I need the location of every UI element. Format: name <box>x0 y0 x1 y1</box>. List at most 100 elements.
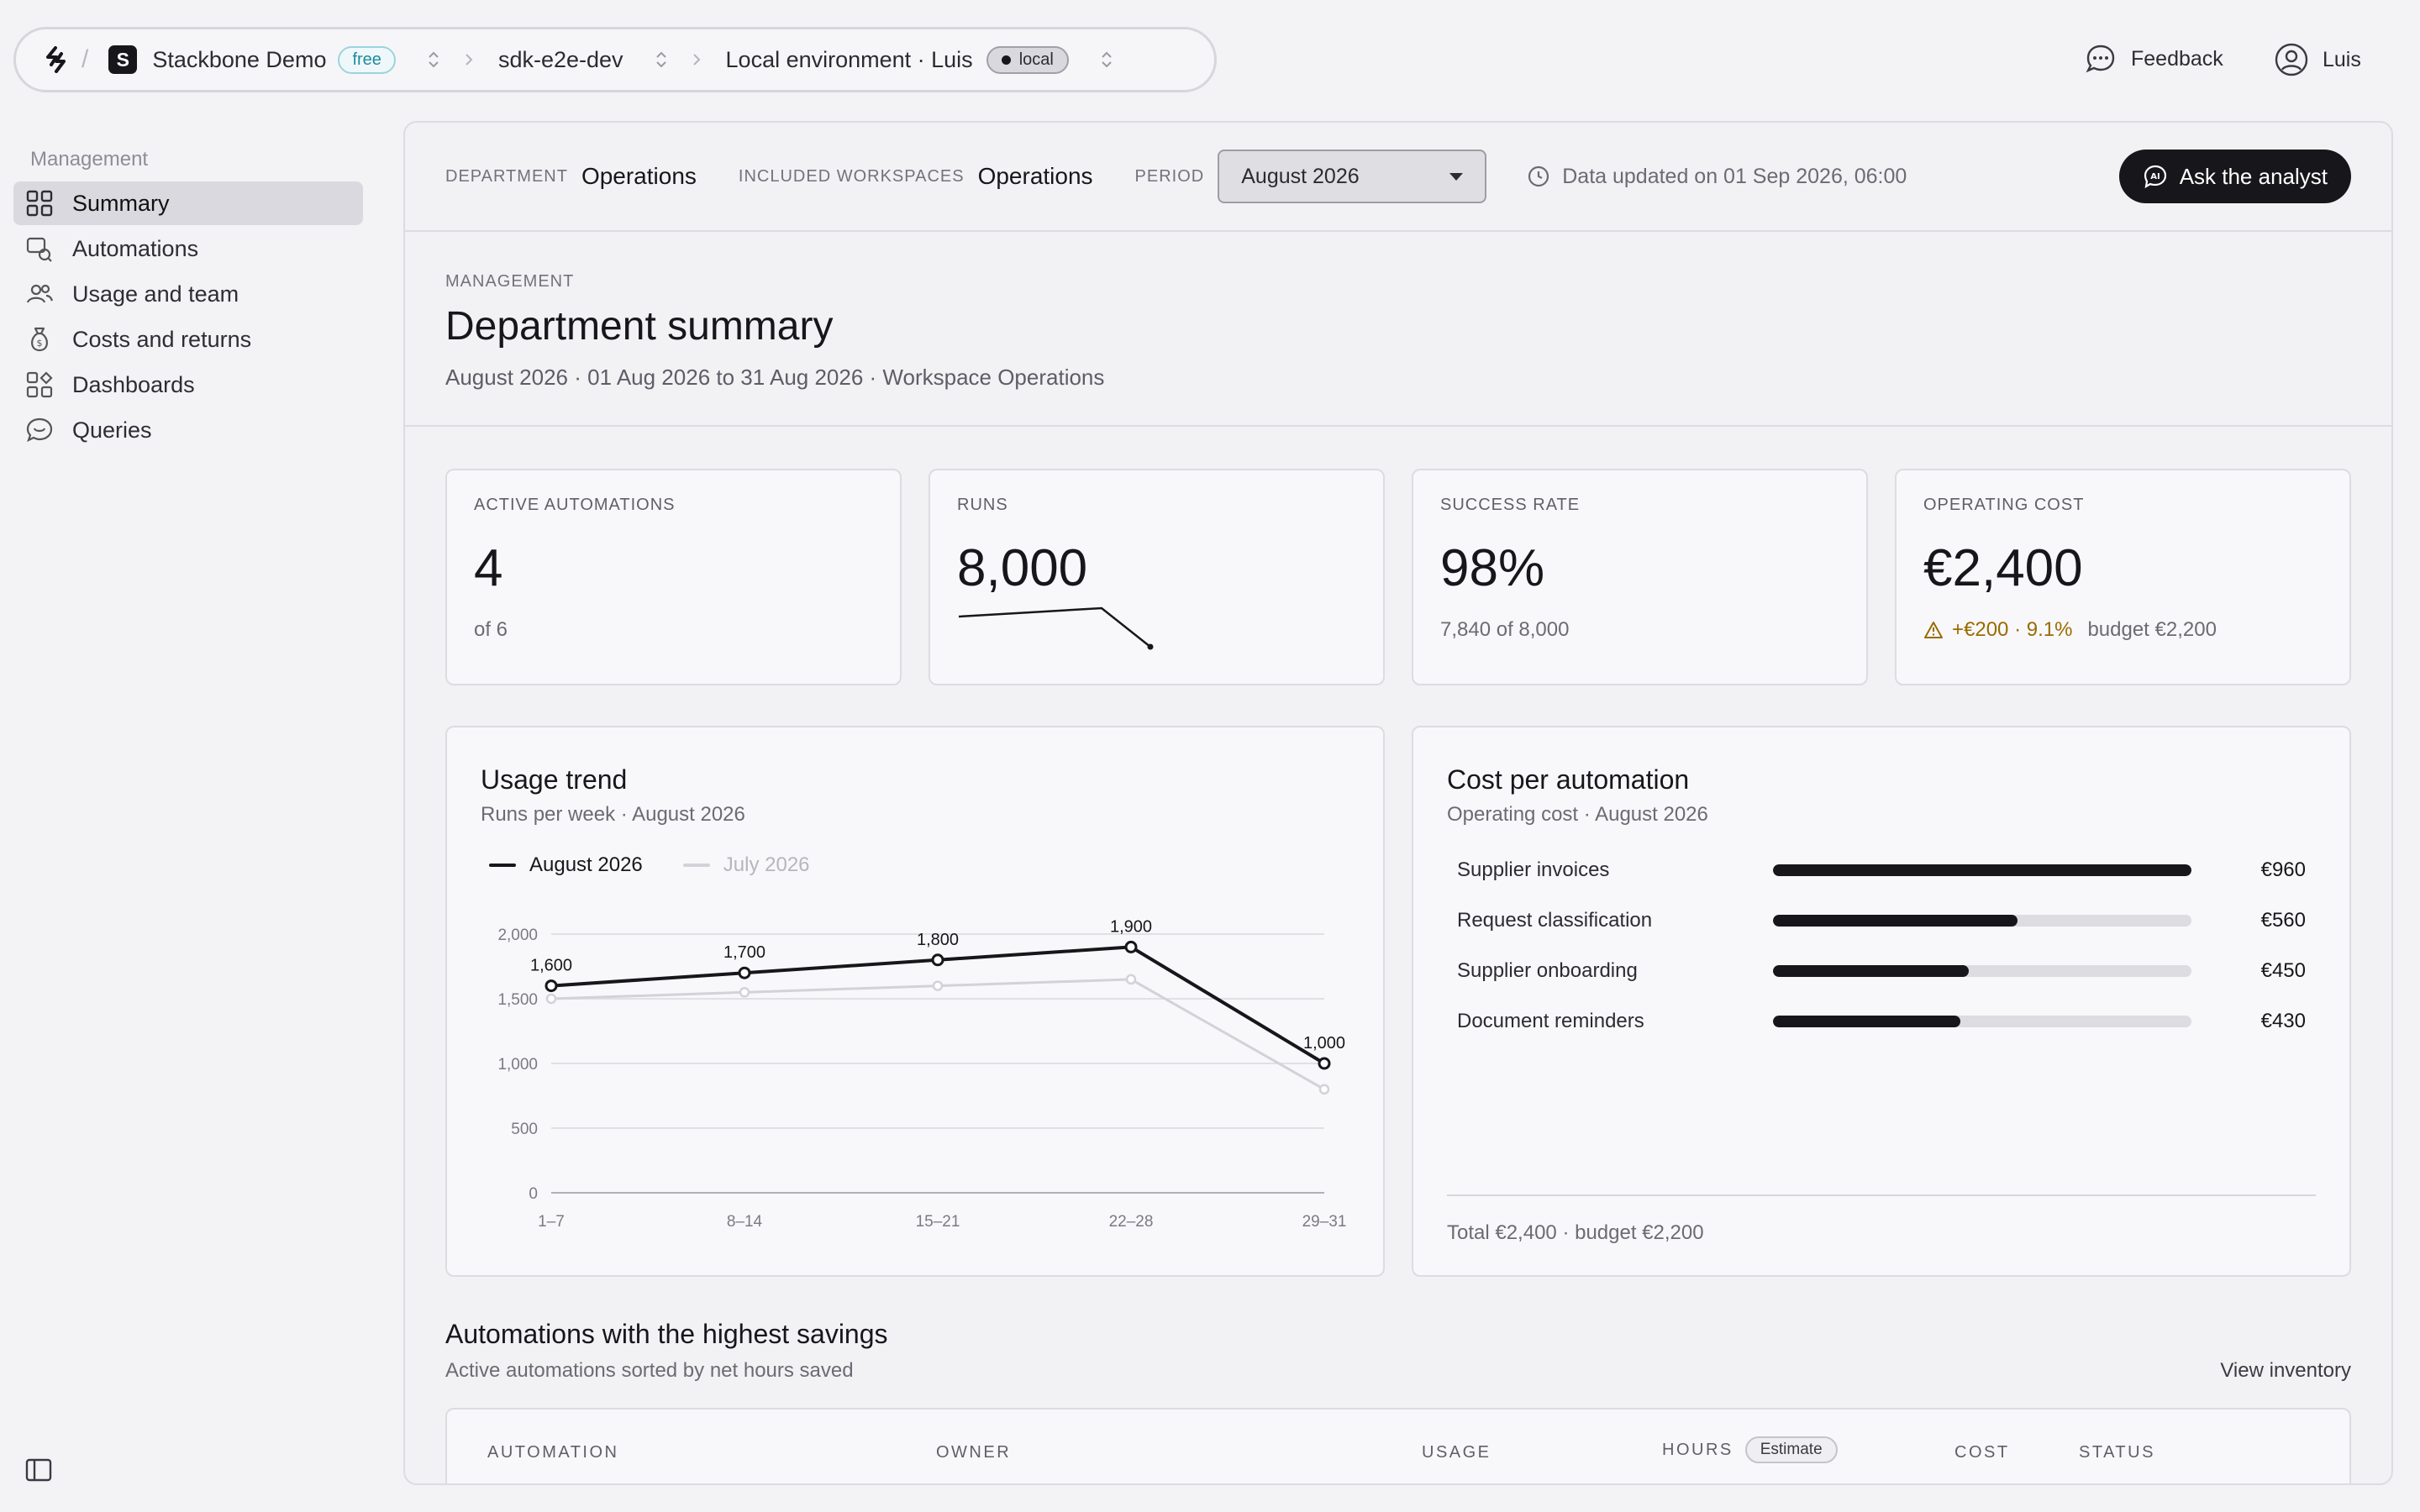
cost-name: Request classification <box>1457 909 1653 932</box>
series-line <box>550 978 1325 1091</box>
org-name[interactable]: Stackbone Demo <box>152 46 327 72</box>
y-tick-label: 500 <box>511 1121 538 1138</box>
legend-swatch <box>489 864 516 867</box>
kpi-label: SUCCESS RATE <box>1440 496 1581 514</box>
column-header-cost[interactable]: COST <box>1954 1443 2010 1462</box>
column-header-hours[interactable]: HOURS Estimate <box>1662 1436 1838 1463</box>
chevron-right-icon <box>692 52 701 67</box>
org-switch-icon[interactable] <box>428 50 439 69</box>
x-tick-label: 22–28 <box>1109 1213 1154 1231</box>
main-panel: DEPARTMENT Operations INCLUDED WORKSPACE… <box>403 121 2393 1485</box>
environment-name[interactable]: Local environment · Luis <box>725 46 973 72</box>
caret-down-icon <box>1449 172 1464 181</box>
cost-per-automation-card: Cost per automation Operating cost · Aug… <box>1412 726 2351 1277</box>
estimate-badge: Estimate <box>1744 1436 1838 1463</box>
data-point <box>931 953 944 967</box>
data-point <box>1124 940 1138 953</box>
chart-legend: August 2026 July 2026 <box>489 853 810 877</box>
chevron-right-icon <box>465 52 473 67</box>
cost-bar-track <box>1773 965 2191 977</box>
cost-row[interactable]: Document reminders €430 <box>1457 1005 2306 1038</box>
y-tick-label: 1,500 <box>497 991 538 1009</box>
legend-item[interactable]: August 2026 <box>489 853 643 877</box>
org-avatar: S <box>108 45 138 74</box>
kpi-value: 8,000 <box>957 539 1088 597</box>
column-header-usage[interactable]: USAGE <box>1422 1443 1491 1462</box>
automation-icon <box>25 234 54 263</box>
project-name[interactable]: sdk-e2e-dev <box>497 46 623 72</box>
env-dot <box>1001 55 1011 65</box>
y-tick-label: 1,000 <box>497 1056 538 1074</box>
cost-bar-track <box>1773 1016 2191 1027</box>
column-header-label: USAGE <box>1422 1443 1491 1462</box>
cost-total: Total €2,400 · budget €2,200 <box>1447 1221 1704 1244</box>
workspaces-value[interactable]: Operations <box>977 163 1093 189</box>
warning-icon <box>1923 621 1944 639</box>
x-tick-label: 1–7 <box>538 1213 565 1231</box>
column-header-owner[interactable]: OWNER <box>936 1443 1011 1462</box>
user-name: Luis <box>2323 47 2361 71</box>
period-select[interactable]: August 2026 <box>1218 150 1487 203</box>
cost-bar <box>1773 965 1970 977</box>
cost-row[interactable]: Request classification €560 <box>1457 904 2306 937</box>
data-point <box>1318 1084 1330 1095</box>
kpi-label: ACTIVE AUTOMATIONS <box>474 496 676 514</box>
x-tick-label: 15–21 <box>916 1213 960 1231</box>
cost-row[interactable]: Supplier onboarding €450 <box>1457 954 2306 988</box>
user-menu[interactable]: Luis <box>2274 42 2361 77</box>
cost-bar <box>1773 864 2191 876</box>
sidebar-item-summary[interactable]: Summary <box>13 181 363 225</box>
kpi-budget: budget €2,200 <box>2087 618 2217 641</box>
cost-row[interactable]: Supplier invoices €960 <box>1457 853 2306 887</box>
data-updated: Data updated on 01 Sep 2026, 06:00 <box>1527 165 1907 189</box>
cost-value: €450 <box>2260 959 2306 982</box>
data-label: 1,600 <box>530 957 572 975</box>
cost-bar-track <box>1773 915 2191 927</box>
environment-switch-icon[interactable] <box>1101 50 1113 69</box>
ask-analyst-button[interactable]: AI Ask the analyst <box>2118 150 2351 203</box>
kpi-active-automations[interactable]: ACTIVE AUTOMATIONS 4 of 6 <box>445 469 902 685</box>
cost-bar <box>1773 1016 1961 1027</box>
cost-value: €560 <box>2260 909 2306 932</box>
kpi-operating-cost[interactable]: OPERATING COST €2,400 +€200 · 9.1% budge… <box>1895 469 2351 685</box>
y-tick-label: 2,000 <box>497 927 538 944</box>
savings-title: Automations with the highest savings <box>445 1319 888 1349</box>
kpi-label: RUNS <box>957 496 1008 514</box>
sidebar-item-costs[interactable]: $ Costs and returns <box>13 318 363 361</box>
column-header-status[interactable]: STATUS <box>2079 1443 2155 1462</box>
sidebar-item-automations[interactable]: Automations <box>13 227 363 270</box>
savings-table: AUTOMATION OWNER USAGE HOURS Estimate COS… <box>445 1408 2351 1483</box>
cost-value: €430 <box>2260 1010 2306 1032</box>
view-inventory-link[interactable]: View inventory <box>2220 1359 2351 1382</box>
sidebar-nav: Summary Automations Usage and team $ Cos… <box>13 181 363 454</box>
stackbone-logo-icon[interactable] <box>45 46 68 73</box>
dashboard-icon <box>25 370 54 399</box>
env-badge: local <box>986 45 1069 74</box>
x-tick-label: 8–14 <box>727 1213 763 1231</box>
cost-bar <box>1773 915 2018 927</box>
kpi-sub: of 6 <box>474 618 508 641</box>
department-value[interactable]: Operations <box>581 163 697 189</box>
column-header-label: AUTOMATION <box>487 1443 619 1462</box>
users-icon <box>25 280 54 308</box>
kpi-runs[interactable]: RUNS 8,000 <box>929 469 1385 685</box>
legend-item[interactable]: July 2026 <box>682 853 810 877</box>
cost-name: Document reminders <box>1457 1010 1644 1032</box>
svg-text:$: $ <box>37 338 43 349</box>
sidebar-item-label: Summary <box>72 190 170 216</box>
svg-text:AI: AI <box>2150 172 2160 181</box>
workspaces-label: INCLUDED WORKSPACES <box>738 166 965 186</box>
sidebar-item-usage-team[interactable]: Usage and team <box>13 272 363 316</box>
project-switch-icon[interactable] <box>655 50 667 69</box>
usage-title: Usage trend <box>481 764 628 795</box>
column-header-automation[interactable]: AUTOMATION <box>487 1443 618 1462</box>
feedback-button[interactable]: Feedback <box>2084 42 2223 76</box>
sidebar-toggle-icon[interactable] <box>25 1458 52 1486</box>
sidebar-item-queries[interactable]: Queries <box>13 408 363 452</box>
runs-sparkline <box>958 606 1154 650</box>
sidebar-item-dashboards[interactable]: Dashboards <box>13 363 363 407</box>
data-point <box>1318 1057 1331 1070</box>
cost-name: Supplier onboarding <box>1457 959 1638 982</box>
data-point <box>544 979 558 993</box>
kpi-success-rate[interactable]: SUCCESS RATE 98% 7,840 of 8,000 <box>1412 469 1868 685</box>
